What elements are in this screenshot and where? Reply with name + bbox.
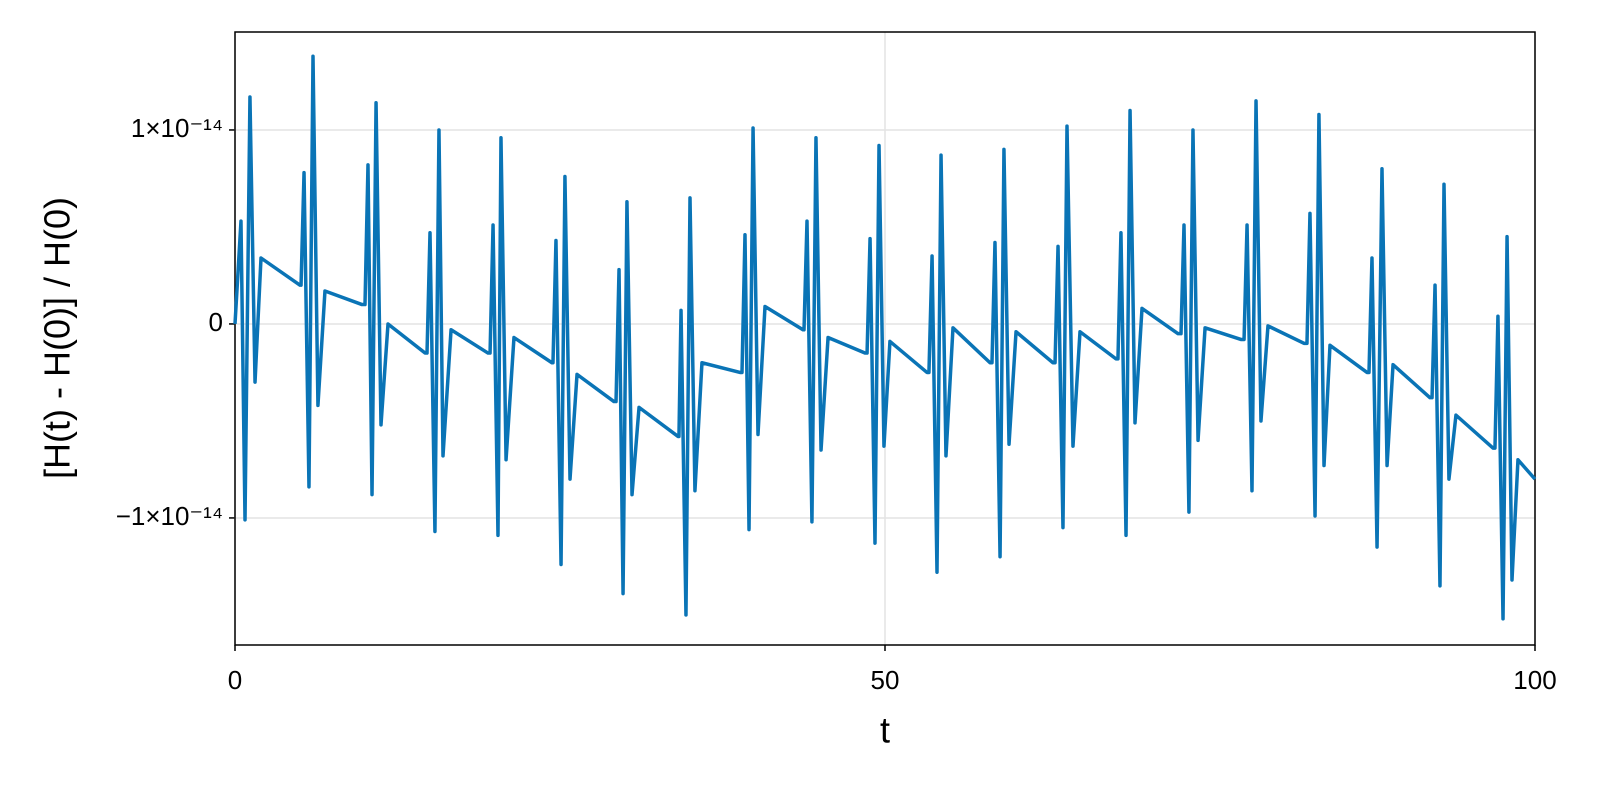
y-tick-label: 0 [209,307,223,337]
x-axis-label: t [880,710,890,751]
data-line [233,54,1537,621]
plot-frame [234,31,1536,646]
x-tick-label: 50 [871,665,900,695]
y-tick-label: −1×10⁻¹⁴ [116,501,223,531]
y-tick-label: 1×10⁻¹⁴ [131,113,223,143]
y-axis-label: [H(t) - H(0)] / H(0) [37,197,78,479]
x-tick-label: 0 [228,665,242,695]
x-tick-label: 100 [1513,665,1556,695]
